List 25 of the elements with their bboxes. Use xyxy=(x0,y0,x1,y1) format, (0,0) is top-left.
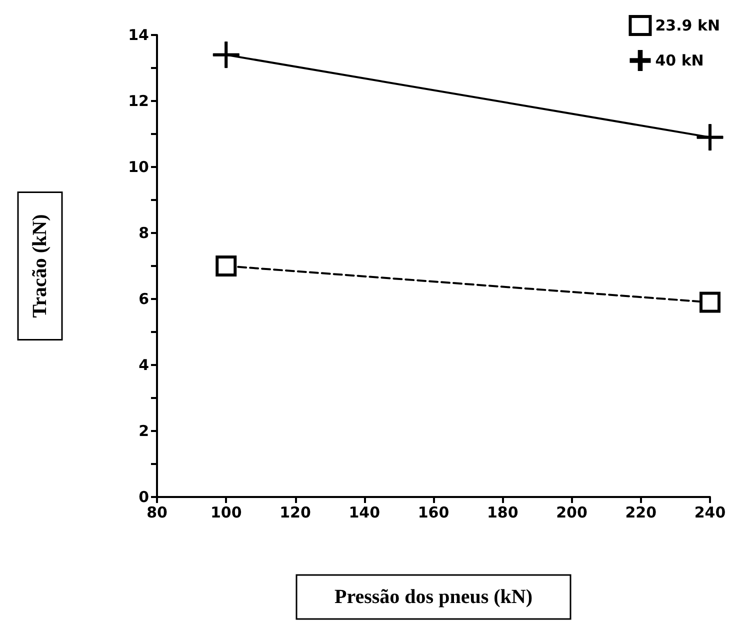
x-tick-label: 160 xyxy=(418,504,450,522)
x-tick-label: 200 xyxy=(556,504,588,522)
x-axis-title: Pressão dos pneus (kN) xyxy=(334,586,532,608)
x-tick-label: 120 xyxy=(280,504,311,522)
y-tick-label: 6 xyxy=(138,290,149,308)
x-tick-label: 180 xyxy=(486,504,518,522)
y-tick-label: 0 xyxy=(138,488,149,506)
x-tick-label: 140 xyxy=(348,504,380,522)
point xyxy=(696,124,724,151)
x-tick-label: 80 xyxy=(146,504,168,522)
x-tick-label: 100 xyxy=(210,504,242,522)
y-tick-label: 2 xyxy=(138,422,149,440)
point xyxy=(700,292,720,313)
x-tick-label: 220 xyxy=(625,504,657,522)
x-tick-label: 240 xyxy=(694,504,726,522)
y-tick-label: 12 xyxy=(128,92,149,110)
point xyxy=(212,42,240,68)
legend-label: 40 kN xyxy=(655,52,704,70)
legend-label: 23.9 kN xyxy=(655,16,720,34)
y-tick-label: 14 xyxy=(128,26,149,44)
y-axis-title: Tracão (kN) xyxy=(29,214,51,318)
y-tick-label: 10 xyxy=(128,158,149,176)
y-tick-label: 4 xyxy=(138,356,149,374)
point xyxy=(216,256,237,276)
y-tick-label: 8 xyxy=(138,224,149,242)
